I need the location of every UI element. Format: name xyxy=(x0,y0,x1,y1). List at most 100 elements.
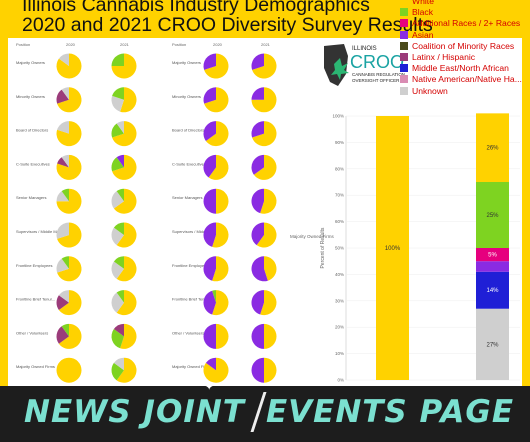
logo-line-1: ILLINOIS xyxy=(352,46,377,52)
pie-slice xyxy=(260,290,277,316)
pie-left-2020 xyxy=(56,53,82,79)
pie-right-2021 xyxy=(251,154,277,180)
row-label-left: Senior Managers xyxy=(16,195,46,200)
pie-slice xyxy=(58,290,69,303)
row-label-right: Frontline Employees xyxy=(172,263,208,268)
pie-slice xyxy=(203,256,216,281)
pie-grid: Position 2020 2021 Majority Owners Minority … xyxy=(16,42,520,383)
banner[interactable]: ✦ NEWS JOINT EVENTS PAGE xyxy=(0,382,530,442)
column-header-position: Position xyxy=(16,42,30,47)
title-line-1: Illinois Cannabis Industry Demographics xyxy=(22,0,370,16)
pie-slice xyxy=(112,87,124,100)
y-tick-label: 0% xyxy=(337,378,344,383)
pie-slice xyxy=(111,261,124,279)
pie-slice xyxy=(116,290,137,316)
pie-slice xyxy=(216,188,229,214)
legend-swatch xyxy=(400,8,408,17)
pie-left-2020 xyxy=(56,256,82,282)
pie-slice xyxy=(58,53,69,66)
pie-slice xyxy=(111,329,124,349)
pie-left-2021 xyxy=(111,154,137,180)
pie-slice xyxy=(113,256,124,269)
pie-left-2021 xyxy=(111,53,137,79)
pie-slice xyxy=(212,256,229,282)
pie-right-2021 xyxy=(251,121,277,147)
pie-slice xyxy=(205,357,216,371)
pie-slice xyxy=(116,121,124,134)
pie-slice xyxy=(208,154,229,180)
events-page-link[interactable]: EVENTS PAGE xyxy=(266,394,515,430)
pie-left-2020 xyxy=(56,222,82,248)
pie-right-2020 xyxy=(203,87,229,113)
pie-slice xyxy=(61,188,69,202)
pie-slice xyxy=(58,323,82,349)
y-tick-label: 10% xyxy=(335,351,344,356)
pie-right-2021 xyxy=(251,323,277,349)
pie-slice xyxy=(264,357,277,383)
pie-slice xyxy=(203,222,216,247)
pie-slice xyxy=(112,121,137,147)
pie-right-2021 xyxy=(251,222,277,248)
pie-slice xyxy=(111,95,124,112)
pie-slice xyxy=(212,222,229,248)
pie-right-2021 xyxy=(251,290,277,316)
row-label-left: Frontline Employees xyxy=(16,263,52,268)
cannabis-leaf-icon xyxy=(331,58,349,80)
pie-right-2020 xyxy=(203,53,229,79)
pie-slice xyxy=(56,258,69,273)
legend-swatch xyxy=(400,41,408,50)
pie-slice xyxy=(56,89,69,104)
bar-value-label: 27% xyxy=(486,342,499,348)
pie-slice xyxy=(56,222,69,239)
pie-slice xyxy=(203,154,216,178)
legend-label: Black xyxy=(412,7,434,18)
pie-slice xyxy=(111,292,124,313)
pie-slice xyxy=(57,222,82,248)
pie-slice xyxy=(264,323,277,349)
bar-segment xyxy=(476,113,509,182)
survey-panel: Position 2020 2021 Majority Owners Minority … xyxy=(8,38,522,386)
row-label-left: Minority Owners xyxy=(16,94,45,99)
pie-slice xyxy=(61,256,69,269)
pie-left-2021 xyxy=(111,323,137,349)
column-header-position: Position xyxy=(172,42,186,47)
legend-swatch xyxy=(400,30,408,39)
legend-swatch xyxy=(400,64,408,73)
pie-slice xyxy=(260,188,277,214)
y-tick-label: 80% xyxy=(335,166,344,171)
news-joint-link[interactable]: NEWS JOINT xyxy=(24,394,245,430)
row-label-left: Supervisors / Middle Managers xyxy=(16,229,71,234)
y-tick-label: 100% xyxy=(332,114,344,119)
pie-slice xyxy=(264,256,277,281)
pie-slice xyxy=(251,222,264,246)
bar-value-label: 5% xyxy=(488,253,497,259)
pie-slice xyxy=(251,121,264,138)
pie-slice xyxy=(57,121,69,134)
pie-slice xyxy=(56,53,82,79)
row-label-right: Majority Owners xyxy=(172,60,201,65)
bar-segment xyxy=(476,261,509,272)
column-header-2020: 2020 xyxy=(213,42,223,47)
pie-slice xyxy=(116,357,137,383)
legend-label: Latinx / Hispanic xyxy=(412,52,476,62)
bar-value-label: 14% xyxy=(486,288,499,294)
pie-slice xyxy=(256,222,277,248)
pie-right-2020 xyxy=(203,256,229,282)
pie-slice xyxy=(113,323,124,337)
row-label-left: Board of Directors xyxy=(16,128,48,133)
y-tick-label: 20% xyxy=(335,325,344,330)
pie-slice xyxy=(111,157,124,172)
pie-right-2021 xyxy=(251,53,277,79)
bar-segment xyxy=(476,248,509,262)
y-tick-label: 60% xyxy=(335,219,344,224)
pie-slice xyxy=(111,227,124,246)
pie-slice xyxy=(203,290,216,315)
pie-slice xyxy=(57,87,82,113)
pie-slice xyxy=(120,323,137,349)
pie-right-2020 xyxy=(203,357,229,383)
bar-value-label: 25% xyxy=(486,213,499,219)
pie-slice xyxy=(251,53,264,70)
pie-left-2021 xyxy=(111,188,137,214)
pie-slice xyxy=(116,188,124,202)
side-label: Majority Owned Firms xyxy=(290,234,335,239)
